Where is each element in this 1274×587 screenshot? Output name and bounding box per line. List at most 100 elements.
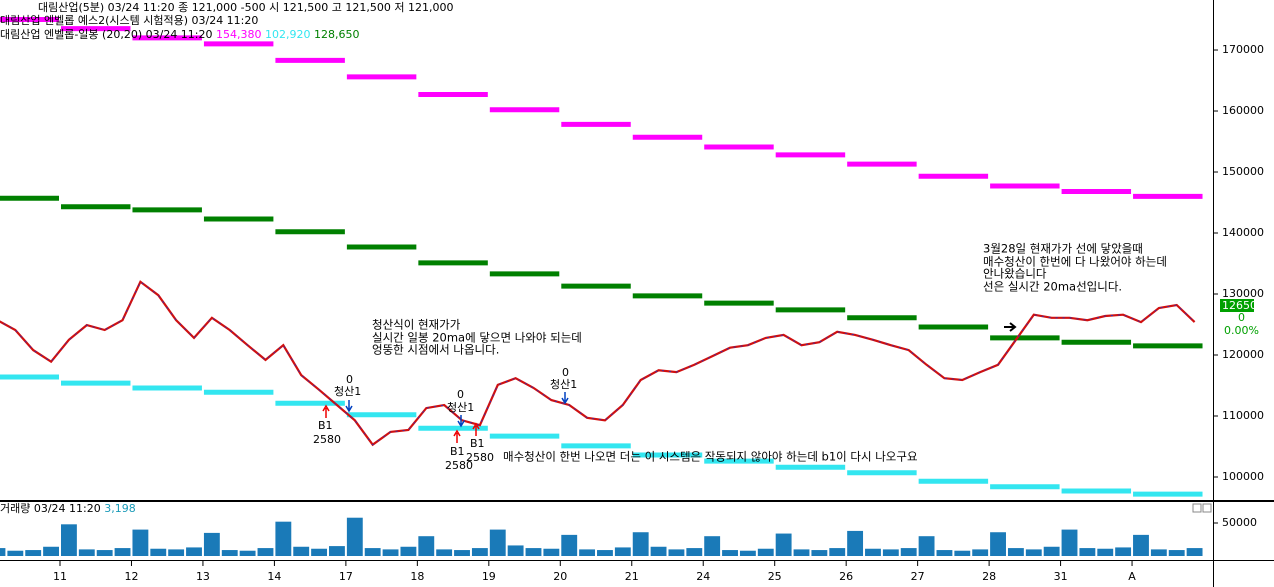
signal-label: B1 [470,437,485,450]
panel-button[interactable] [1192,503,1202,513]
volume-bar [757,548,774,556]
x-tick-label: 20 [553,570,567,583]
header-line: 대림산업 엔벨롭 예스2(시스템 시험적용) 03/24 11:20 [0,14,258,27]
volume-bar [25,550,42,556]
volume-bar [346,517,363,556]
volume-bar [722,550,738,556]
volume-bar [78,549,95,556]
volume-bar [1007,548,1024,556]
volume-bar [150,548,167,556]
volume-bar [507,545,524,556]
volume-bar [203,532,220,556]
volume-bar [1061,529,1078,556]
price-box [1220,299,1254,312]
volume-bar [43,546,59,556]
signal-qty: 0 [457,388,464,401]
volume-bar [1186,548,1203,556]
x-tick-label: 31 [1054,570,1068,583]
volume-bar [650,546,667,556]
volume-bar [471,548,488,556]
volume-bar [329,546,345,556]
exit-arrow [345,400,353,413]
volume-bar [7,550,24,556]
volume-bar [454,550,470,556]
signal-label: 청산1 [550,378,577,391]
volume-bar [382,549,399,556]
y-tick-label: 170000 [1222,43,1264,56]
volume-bar [900,548,917,556]
volume-bar [239,550,256,556]
volume-bar [811,550,828,556]
x-tick-label: 19 [482,570,496,583]
volume-bar [543,548,560,556]
x-tick-label: 24 [696,570,710,583]
header-line: 대림산업 엔벨롭-일봉 (20,20) 03/24 11:20 154,380 … [0,27,360,41]
volume-bar [364,548,381,556]
buy-arrow [322,404,330,418]
signal-qty: 2580 [466,451,494,464]
volume-bar [972,549,989,556]
x-tick-label: 21 [625,570,639,583]
volume-bar [1043,546,1060,556]
change: 0 [1238,311,1245,324]
volume-bar [311,548,328,556]
price-plot [0,17,1203,497]
volume-bar [418,536,435,556]
volume-bar [847,530,864,556]
overlay-text: 대림산업(5분) 03/24 11:20 종 121,000 -500 시 12… [0,1,1264,515]
volume-bar [168,549,185,556]
volume-plot [0,517,1203,556]
volume-bar [221,550,238,556]
x-tick-label: 25 [768,570,782,583]
volume-bar [0,548,6,556]
volume-bar [1025,549,1042,556]
exit-arrow [457,415,465,428]
panel-button[interactable] [1202,503,1212,513]
x-tick-label: 14 [267,570,281,583]
volume-bar [668,549,685,556]
signal-qty: 2580 [445,459,473,472]
arrow [1004,322,1017,332]
volume-bar [686,548,703,556]
volume-bar [489,529,506,556]
volume-bar [436,549,453,556]
volume-bar [954,550,971,556]
volume-bar [257,548,274,556]
x-tick-label: 18 [410,570,424,583]
volume-bar [597,550,613,556]
middle-value: 128,650 [314,28,360,41]
signal-label: B1 [318,419,333,432]
volume-bar [1115,547,1132,556]
annotation: 3월28일 현재가가 선에 닿았을때 [983,242,1143,256]
volume-bar [739,550,756,556]
annotation: 안나왔습니다 [983,267,1047,281]
volume-bar [882,549,899,556]
signal-qty: 0 [562,366,569,379]
volume-bar [275,521,292,556]
buy-arrow [472,422,480,436]
volume-bar [1168,550,1185,556]
volume-bar [936,550,953,556]
volume-bar [793,549,810,556]
volume-bar [114,548,131,556]
x-tick-label: 13 [196,570,210,583]
annotation: 엉뚱한 시점에서 나옵니다. [372,343,499,357]
x-tick-label: 27 [911,570,925,583]
upper-value: 154,380 [216,28,262,41]
header-text: 대림산업 엔벨롭-일봉 (20,20) 03/24 11:20 [0,27,213,41]
signal-label: 청산1 [447,401,474,414]
volume-bar [293,546,310,556]
volume-bar [918,536,935,556]
volume-bar [561,534,578,556]
volume-value: 3,198 [104,502,136,515]
y-tick-label: 50000 [1222,516,1257,529]
volume-bar [865,548,881,556]
volume-header: 거래량 03/24 11:20 3,198 [0,502,136,515]
volume-bar [829,548,846,556]
volume-bar [775,533,792,556]
volume-bar [1150,549,1167,556]
annotation: 선은 실시간 20ma선입니다. [983,280,1122,294]
volume-bar [1133,534,1149,556]
